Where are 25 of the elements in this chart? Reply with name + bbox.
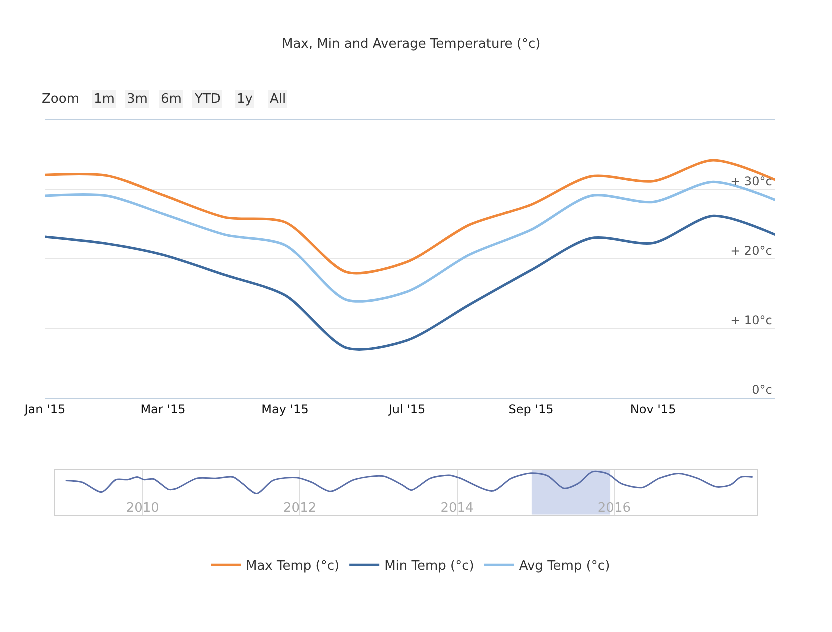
x-tick-label: 2012 — [284, 500, 317, 516]
legend-label: Max Temp (°c) — [246, 559, 340, 574]
y-tick-label: + 20°c — [730, 244, 772, 258]
text: Zoom — [42, 92, 80, 107]
x-tick-label: Jan '15 — [24, 402, 66, 417]
legend-label: Min Temp (°c) — [384, 559, 474, 574]
y-tick-label: 0°c — [752, 383, 772, 398]
x-tick-label: Nov '15 — [630, 402, 676, 417]
text: 1m — [94, 92, 115, 107]
x-tick-label: May '15 — [262, 402, 309, 417]
x-tick-label: Jul '15 — [388, 402, 426, 417]
x-tick-label: Mar '15 — [140, 402, 186, 417]
text: 6m — [161, 92, 182, 107]
text: 3m — [127, 92, 148, 107]
text: 1y — [237, 92, 254, 107]
x-tick-label: 2016 — [598, 500, 632, 516]
y-tick-label: + 30°c — [730, 174, 772, 189]
x-tick-label: 2014 — [440, 500, 474, 516]
chart-title: Max, Min and Average Temperature (°c) — [282, 37, 541, 52]
y-tick-label: + 10°c — [730, 314, 772, 328]
x-tick-label: 2010 — [126, 500, 160, 516]
x-tick-label: Sep '15 — [508, 402, 554, 417]
text: YTD — [194, 92, 221, 107]
legend-label: Avg Temp (°c) — [519, 559, 610, 574]
text: All — [270, 92, 286, 107]
